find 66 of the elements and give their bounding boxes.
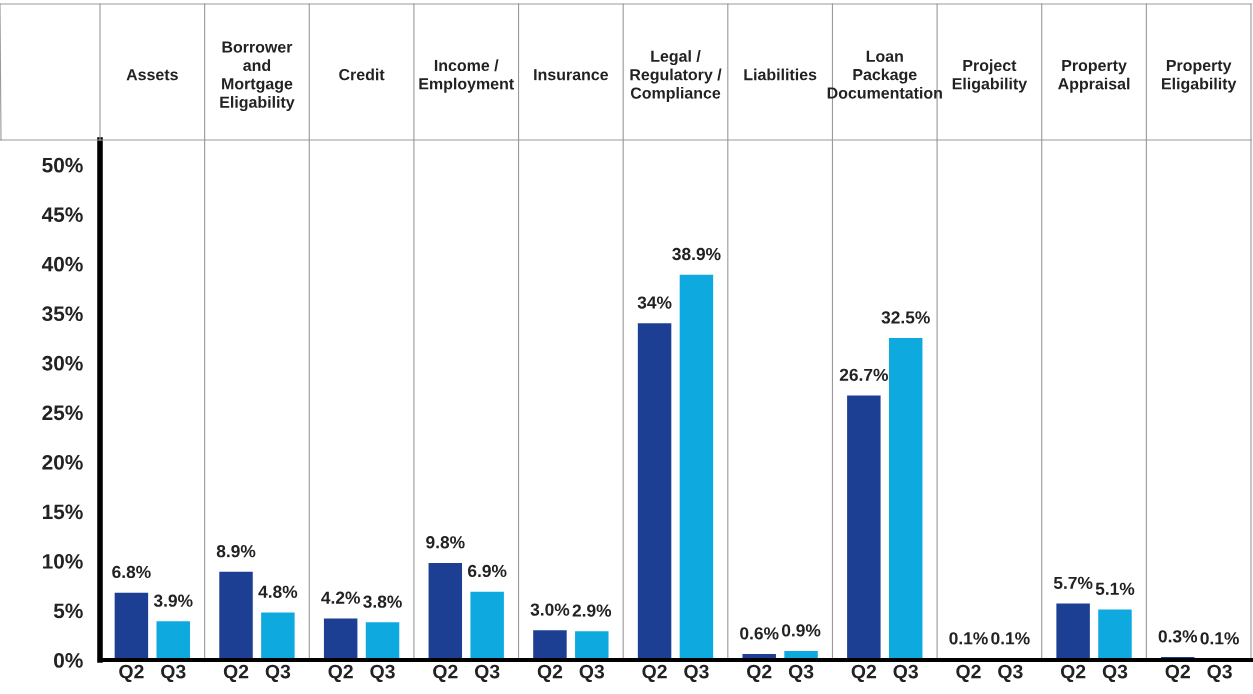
data-label: 8.9% — [216, 545, 256, 558]
text: Q2 — [747, 664, 772, 683]
text: Q3 — [1102, 664, 1128, 683]
text: Q3 — [788, 664, 814, 683]
y-tick-label: 50% — [42, 157, 83, 173]
y-tick-label: 35% — [42, 306, 83, 322]
data-label: 9.8% — [426, 536, 465, 549]
data-label: 34% — [637, 296, 672, 309]
y-tick-label: 20% — [42, 454, 83, 470]
x-tick-label: Liabilities — [744, 68, 817, 81]
text: Q3 — [265, 664, 291, 683]
x-tick-label: Loan Package Documentation — [827, 50, 942, 99]
y-tick-label: 0% — [54, 653, 83, 668]
text: Q2 — [1165, 664, 1190, 683]
data-label: 4.2% — [321, 591, 360, 604]
text: Q3 — [684, 664, 709, 683]
text: Q2 — [642, 664, 667, 683]
series-label: Q3 — [161, 664, 186, 683]
text: Q2 — [328, 664, 353, 683]
text: Q3 — [370, 664, 395, 683]
text: Q2 — [1060, 664, 1086, 683]
x-tick-label: Insurance — [534, 69, 609, 81]
series-label: Q2 — [119, 664, 144, 683]
x-tick-label: Property Eligability — [1162, 59, 1237, 93]
text: Q2 — [433, 664, 458, 683]
data-label: 0.1% — [991, 632, 1030, 645]
data-label: 38.9% — [672, 247, 721, 261]
y-tick-label: 10% — [42, 553, 83, 569]
data-label: 5.7% — [1053, 576, 1093, 589]
data-label: 3.0% — [530, 603, 570, 616]
text: Q3 — [998, 664, 1023, 683]
text: Q2 — [223, 664, 249, 683]
text: Q2 — [956, 664, 981, 683]
y-tick-label: 15% — [42, 504, 83, 520]
text: Q3 — [893, 664, 918, 683]
data-label: 5.1% — [1095, 582, 1135, 595]
text: Q3 — [474, 664, 500, 683]
data-label: 32.5% — [881, 311, 930, 324]
y-tick-label: 45% — [41, 207, 83, 223]
text: Q2 — [851, 664, 877, 683]
x-tick-label: Borrower and Mortgage Eligability — [220, 41, 295, 112]
data-label: 2.9% — [572, 604, 612, 617]
x-tick-label: Credit — [339, 68, 385, 81]
data-label: 0.1% — [1200, 632, 1239, 645]
y-tick-label: 40% — [41, 256, 83, 272]
x-tick-label: Project Eligability — [952, 59, 1028, 93]
data-label: 0.1% — [949, 632, 988, 645]
x-tick-label: Legal / Regulatory / Compliance — [630, 50, 722, 102]
data-label: 0.6% — [740, 627, 779, 640]
data-label: 0.9% — [781, 624, 821, 637]
x-tick-label: Income / Employment — [419, 59, 514, 93]
x-tick-label: Assets — [126, 69, 178, 81]
data-label: 4.8% — [258, 585, 298, 598]
y-tick-label: 30% — [42, 355, 83, 371]
data-label: 6.9% — [468, 564, 507, 578]
text: Q2 — [537, 664, 563, 683]
text: Q3 — [579, 664, 605, 683]
data-label: 3.9% — [153, 594, 193, 607]
data-label: 3.8% — [363, 595, 402, 608]
y-tick-label: 25% — [42, 405, 83, 421]
y-tick-label: 5% — [53, 603, 83, 619]
x-tick-label: Property Appraisal — [1058, 59, 1130, 93]
data-label: 26.7% — [839, 368, 888, 381]
data-label: 6.8% — [112, 565, 151, 579]
text: Q3 — [1207, 664, 1232, 683]
data-label: 0.3% — [1158, 630, 1198, 643]
